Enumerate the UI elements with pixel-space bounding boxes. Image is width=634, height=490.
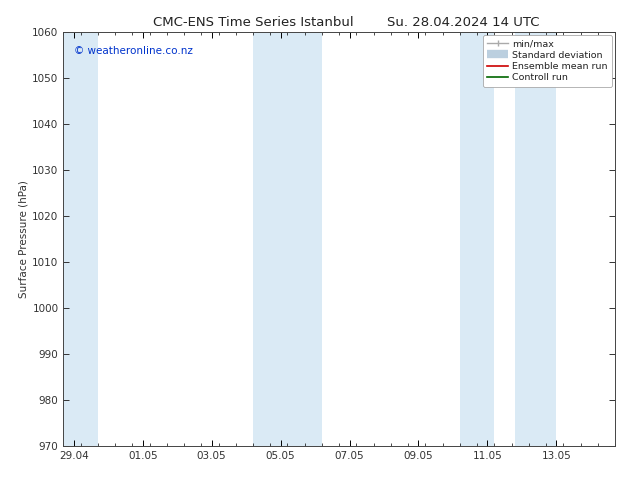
Text: © weatheronline.co.nz: © weatheronline.co.nz xyxy=(74,47,193,56)
Y-axis label: Surface Pressure (hPa): Surface Pressure (hPa) xyxy=(18,180,28,298)
Bar xyxy=(63,32,98,446)
Bar xyxy=(460,32,495,446)
Bar xyxy=(515,32,557,446)
Legend: min/max, Standard deviation, Ensemble mean run, Controll run: min/max, Standard deviation, Ensemble me… xyxy=(482,35,612,87)
Text: Su. 28.04.2024 14 UTC: Su. 28.04.2024 14 UTC xyxy=(387,16,539,29)
Bar xyxy=(253,32,322,446)
Text: CMC-ENS Time Series Istanbul: CMC-ENS Time Series Istanbul xyxy=(153,16,354,29)
